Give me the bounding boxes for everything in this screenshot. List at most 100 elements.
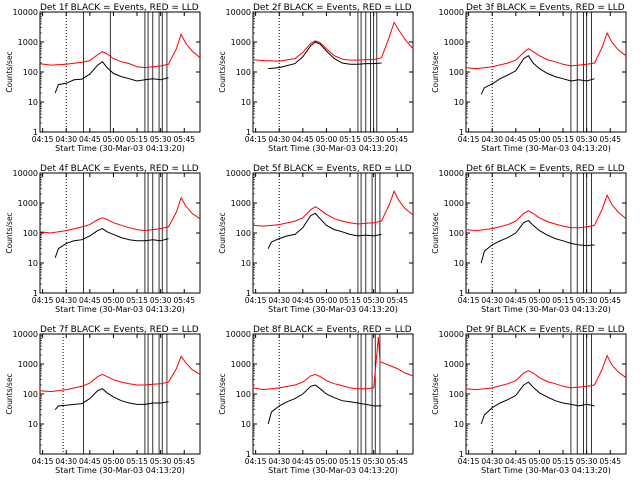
series-line-events: [54, 228, 169, 258]
x-tick-label: 05:30: [576, 135, 598, 144]
series-line-lld: [39, 33, 201, 69]
x-tick-label: 05:30: [363, 296, 385, 305]
panel-title: Det 3f BLACK = Events, RED = LLD: [466, 3, 625, 13]
x-tick-label: 05:15: [552, 457, 574, 466]
x-axis-label: Start Time (30-Mar-03 04:13:20): [268, 466, 398, 475]
series-line-lld: [465, 354, 627, 391]
x-tick-label: 04:30: [268, 135, 290, 144]
y-tick-label: 10000: [439, 330, 464, 339]
chart-panel-8: Det 8f BLACK = Events, RED = LLD 1 10 100 10…: [218, 325, 414, 475]
plot-frame: [252, 172, 414, 294]
series-line-events: [267, 212, 382, 249]
x-tick-label: 04:45: [79, 457, 101, 466]
x-axis-label: Start Time (30-Mar-03 04:13:20): [268, 144, 398, 153]
x-tick-label: 04:30: [55, 457, 77, 466]
x-tick-label: 05:00: [316, 457, 338, 466]
y-tick-label: 10000: [226, 330, 251, 339]
y-tick-label: 10000: [439, 169, 464, 178]
y-tick-label: 1000: [444, 360, 464, 369]
x-tick-label: 05:30: [150, 296, 172, 305]
panel-title: Det 2f BLACK = Events, RED = LLD: [253, 3, 412, 13]
x-tick-label: 05:00: [316, 135, 338, 144]
series-line-lld: [39, 196, 201, 234]
x-tick-label: 05:30: [363, 457, 385, 466]
y-tick-label: 1: [459, 128, 464, 137]
panel-title: Det 5f BLACK = Events, RED = LLD: [253, 164, 412, 174]
x-tick-label: 05:45: [173, 135, 195, 144]
series-line-lld: [465, 194, 627, 232]
y-axis-label: Counts/sec: [431, 212, 440, 253]
y-tick-label: 10000: [13, 8, 38, 17]
x-tick-label: 04:30: [55, 296, 77, 305]
series-line-events: [480, 220, 595, 264]
y-axis-label: Counts/sec: [218, 51, 227, 92]
x-tick-label: 05:45: [599, 135, 621, 144]
panel-title: Det 4f BLACK = Events, RED = LLD: [40, 164, 199, 174]
x-tick-label: 05:15: [552, 296, 574, 305]
y-tick-label: 100: [23, 390, 38, 399]
x-tick-label: 05:45: [599, 457, 621, 466]
x-tick-label: 05:00: [103, 457, 125, 466]
x-tick-label: 05:00: [103, 135, 125, 144]
x-tick-label: 05:15: [339, 296, 361, 305]
y-tick-label: 1: [246, 128, 251, 137]
y-tick-label: 1: [33, 289, 38, 298]
x-tick-label: 05:45: [386, 135, 408, 144]
x-tick-label: 04:15: [458, 296, 480, 305]
y-tick-label: 1000: [444, 38, 464, 47]
x-tick-label: 05:30: [576, 296, 598, 305]
series-line-events: [54, 61, 169, 94]
x-tick-label: 05:00: [529, 135, 551, 144]
x-tick-label: 05:30: [150, 135, 172, 144]
y-axis-label: Counts/sec: [218, 373, 227, 414]
y-tick-label: 1000: [18, 360, 38, 369]
chart-panel-9: Det 9f BLACK = Events, RED = LLD 1 10 100 10…: [431, 325, 627, 475]
plot-frame: [465, 172, 627, 294]
y-tick-label: 100: [449, 390, 464, 399]
y-tick-label: 1: [246, 289, 251, 298]
y-tick-label: 100: [449, 229, 464, 238]
y-tick-label: 1: [459, 450, 464, 459]
x-tick-label: 04:15: [245, 296, 267, 305]
x-tick-label: 04:15: [32, 457, 54, 466]
chart-panel-2: Det 2f BLACK = Events, RED = LLD 1 10 100 10…: [218, 3, 414, 153]
x-axis-label: Start Time (30-Mar-03 04:13:20): [55, 305, 185, 314]
y-tick-label: 10: [28, 98, 38, 107]
x-tick-label: 05:45: [173, 296, 195, 305]
y-tick-label: 10000: [13, 330, 38, 339]
y-axis-label: Counts/sec: [5, 212, 14, 253]
chart-panel-5: Det 5f BLACK = Events, RED = LLD 1 10 100 10…: [218, 164, 414, 314]
x-axis-label: Start Time (30-Mar-03 04:13:20): [55, 466, 185, 475]
y-tick-label: 100: [236, 390, 251, 399]
y-tick-label: 10: [241, 259, 251, 268]
x-tick-label: 04:15: [245, 135, 267, 144]
chart-panel-7: Det 7f BLACK = Events, RED = LLD 10 100 100…: [5, 325, 201, 475]
x-tick-label: 05:00: [316, 296, 338, 305]
x-axis-label: Start Time (30-Mar-03 04:13:20): [268, 305, 398, 314]
x-tick-label: 04:30: [481, 135, 503, 144]
chart-panel-6: Det 6f BLACK = Events, RED = LLD 1 10 100 10…: [431, 164, 627, 314]
series-line-events: [267, 384, 382, 425]
x-tick-label: 04:45: [79, 296, 101, 305]
panel-title: Det 7f BLACK = Events, RED = LLD: [40, 325, 199, 335]
series-line-events: [480, 381, 595, 425]
y-axis-label: Counts/sec: [218, 212, 227, 253]
y-tick-label: 1: [246, 450, 251, 459]
x-axis-label: Start Time (30-Mar-03 04:13:20): [481, 466, 611, 475]
x-tick-label: 04:45: [292, 296, 314, 305]
x-axis-label: Start Time (30-Mar-03 04:13:20): [55, 144, 185, 153]
y-tick-label: 100: [236, 229, 251, 238]
chart-panel-4: Det 4f BLACK = Events, RED = LLD 1 10 100 10…: [5, 164, 201, 314]
y-tick-label: 10000: [439, 8, 464, 17]
y-tick-label: 10000: [226, 8, 251, 17]
x-tick-label: 05:45: [599, 296, 621, 305]
x-tick-label: 04:30: [481, 296, 503, 305]
x-tick-label: 05:15: [126, 135, 148, 144]
x-axis-label: Start Time (30-Mar-03 04:13:20): [481, 305, 611, 314]
x-tick-label: 05:45: [386, 296, 408, 305]
series-line-lld: [252, 21, 414, 62]
y-tick-label: 1000: [18, 199, 38, 208]
y-tick-label: 10: [454, 420, 464, 429]
y-axis-label: Counts/sec: [5, 373, 14, 414]
